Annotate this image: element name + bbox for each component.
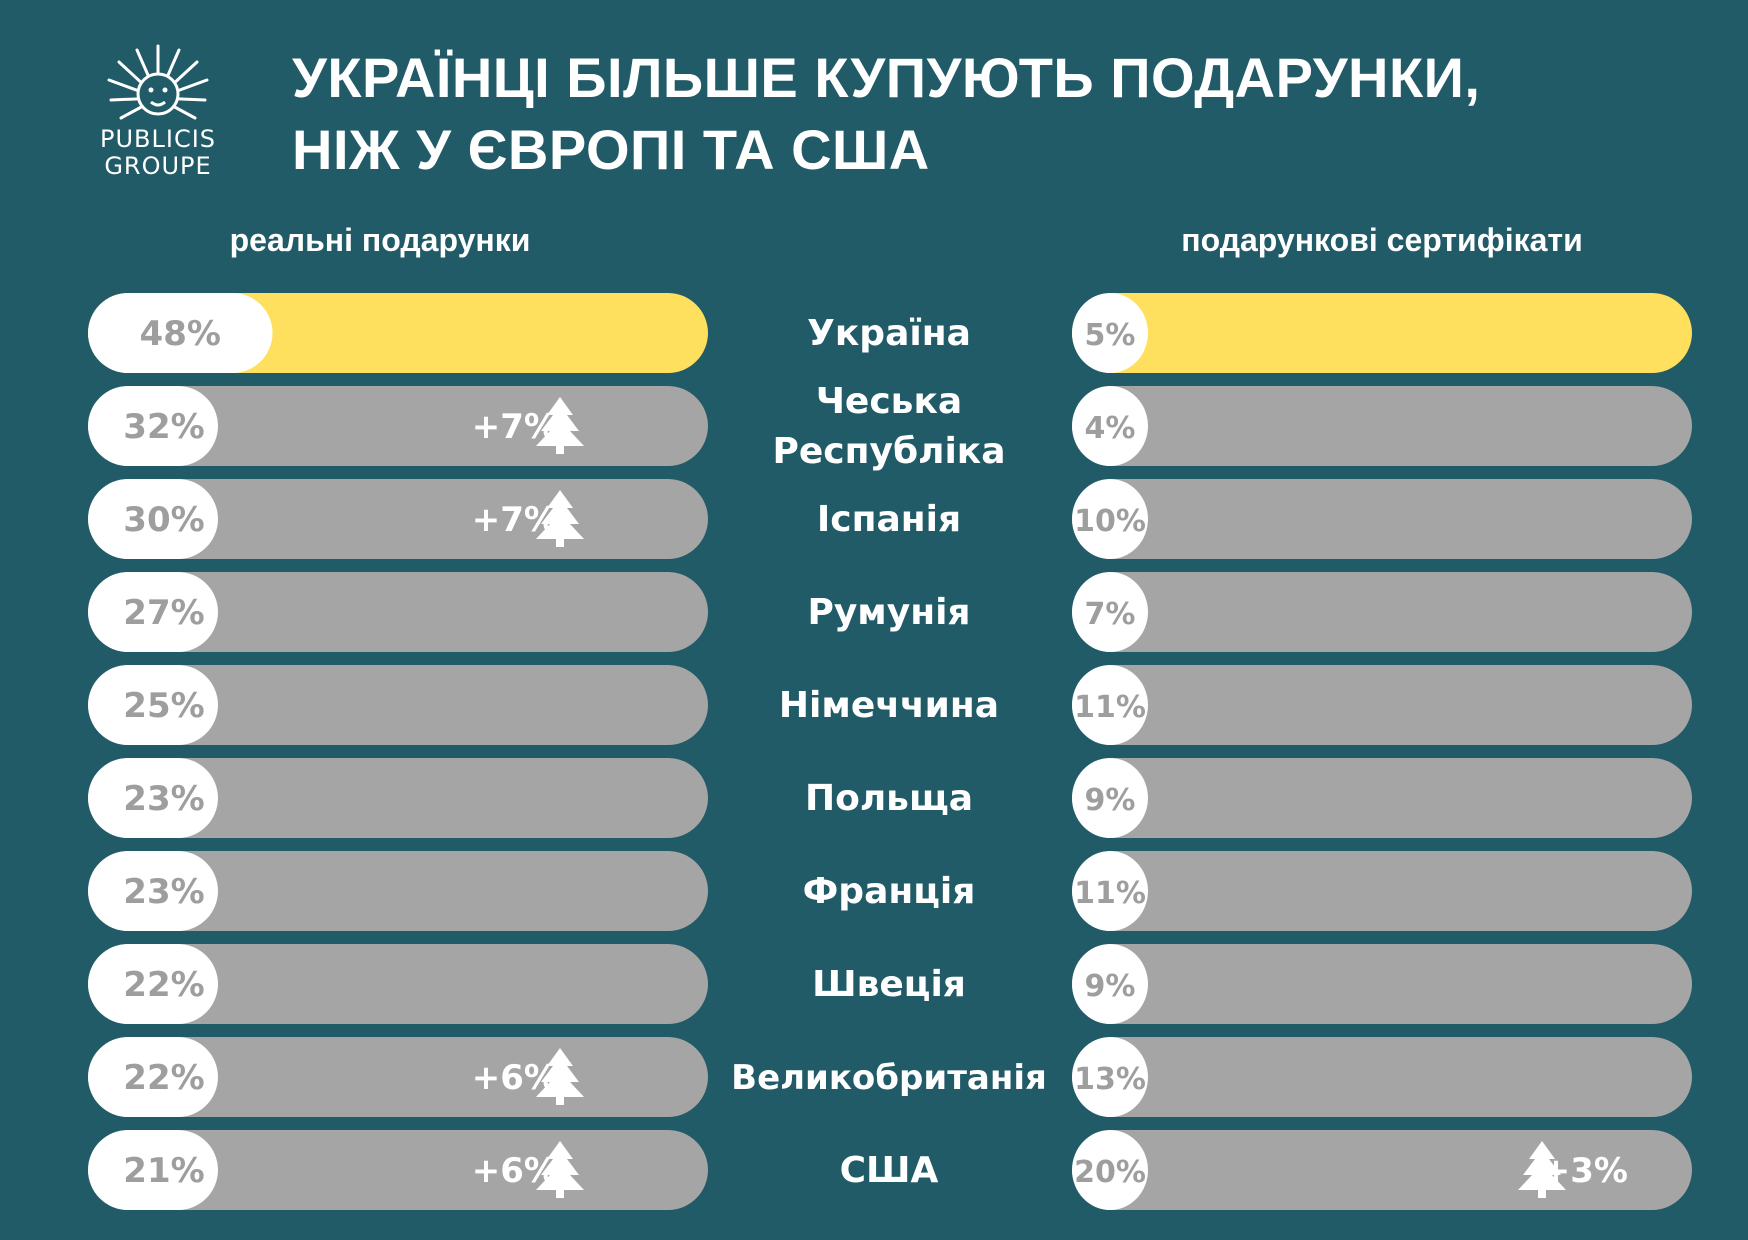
bar-fill-1-8 <box>1072 1037 1148 1117</box>
difference-label-0-9: +6% <box>472 1151 558 1191</box>
bar-fill-0-4 <box>88 665 218 745</box>
bar-fill-1-7 <box>1072 944 1148 1024</box>
value-label-0-1: 32% <box>123 407 204 447</box>
difference-label-0-8: +6% <box>472 1058 558 1098</box>
right-column-heading: подарункові сертифікати <box>1181 222 1583 258</box>
value-label-0-8: 22% <box>123 1058 204 1098</box>
value-label-0-0: 48% <box>140 314 221 354</box>
value-label-0-6: 23% <box>123 872 204 912</box>
bar-fill-0-1 <box>88 386 218 466</box>
value-label-0-3: 27% <box>123 593 204 633</box>
bar-fill-0-0 <box>88 293 273 373</box>
logo-text: PUBLICIS GROUPE <box>99 125 217 180</box>
country-label-2: Іспанія <box>817 499 961 540</box>
country-label-9: США <box>840 1150 939 1191</box>
bar-fill-1-3 <box>1072 572 1148 652</box>
bar-track-0-4 <box>88 665 708 745</box>
country-label-8: Великобританія <box>731 1058 1047 1098</box>
bar-fill-1-1 <box>1072 386 1148 466</box>
value-label-0-5: 23% <box>123 779 204 819</box>
bar-fill-1-9 <box>1072 1130 1148 1210</box>
bar-fill-1-2 <box>1072 479 1148 559</box>
value-label-1-3: 7% <box>1085 597 1136 632</box>
left-column-heading: реальні подарунки <box>229 222 531 258</box>
bar-track-1-6 <box>1072 851 1692 931</box>
bar-track-1-5 <box>1072 758 1692 838</box>
country-label-7: Швеція <box>812 964 966 1005</box>
bar-fill-1-6 <box>1072 851 1148 931</box>
tree-icon-0-9 <box>536 1141 584 1198</box>
bar-track-1-7 <box>1072 944 1692 1024</box>
value-label-1-0: 5% <box>1085 318 1136 353</box>
country-label-6: Франція <box>803 871 976 912</box>
publicis-logo: PUBLICIS GROUPE <box>84 38 232 184</box>
bar-fill-1-0 <box>1072 293 1148 373</box>
bar-track-1-2 <box>1072 479 1692 559</box>
country-label-1-0: Чеська <box>816 381 962 422</box>
value-label-1-5: 9% <box>1085 783 1136 818</box>
value-label-1-2: 10% <box>1074 504 1146 539</box>
page-title: УКРАЇНЦІ БІЛЬШЕ КУПУЮТЬ ПОДАРУНКИ, НІЖ У… <box>292 46 1481 181</box>
value-label-0-7: 22% <box>123 965 204 1005</box>
value-label-1-7: 9% <box>1085 969 1136 1004</box>
bar-track-0-6 <box>88 851 708 931</box>
tree-icon-0-1 <box>536 397 584 454</box>
bar-track-0-5 <box>88 758 708 838</box>
bar-fill-0-2 <box>88 479 218 559</box>
lion-icon <box>107 44 209 120</box>
tree-icon-0-8-shape <box>536 1048 584 1105</box>
bar-fill-0-5 <box>88 758 218 838</box>
bar-track-1-8 <box>1072 1037 1692 1117</box>
bar-fill-0-7 <box>88 944 218 1024</box>
tree-icon-0-8 <box>536 1048 584 1105</box>
country-label-5: Польща <box>805 778 973 819</box>
bar-fill-0-6 <box>88 851 218 931</box>
bar-fill-1-4 <box>1072 665 1148 745</box>
value-label-0-9: 21% <box>123 1151 204 1191</box>
bar-track-1-4 <box>1072 665 1692 745</box>
bar-fill-0-8 <box>88 1037 218 1117</box>
tree-icon-0-2 <box>536 490 584 547</box>
bar-fill-1-5 <box>1072 758 1148 838</box>
value-label-0-4: 25% <box>123 686 204 726</box>
tree-icon-0-9-shape <box>536 1141 584 1198</box>
country-label-3: Румунія <box>807 592 970 633</box>
bar-track-1-0 <box>1072 293 1692 373</box>
bar-track-0-7 <box>88 944 708 1024</box>
bar-fill-0-9 <box>88 1130 218 1210</box>
difference-label-0-2: +7% <box>472 500 558 540</box>
country-label-4: Німеччина <box>779 685 999 726</box>
bar-track-1-1 <box>1072 386 1692 466</box>
difference-label-0-1: +7% <box>472 407 558 447</box>
value-label-0-2: 30% <box>123 500 204 540</box>
bar-track-1-3 <box>1072 572 1692 652</box>
value-label-1-1: 4% <box>1085 411 1136 446</box>
bar-fill-0-3 <box>88 572 218 652</box>
tree-icon-0-1-shape <box>536 397 584 454</box>
tree-icon-0-2-shape <box>536 490 584 547</box>
bar-track-0-3 <box>88 572 708 652</box>
value-label-1-9: 20% <box>1074 1155 1146 1190</box>
difference-label-1-9: +3% <box>1542 1151 1628 1191</box>
tree-icon-1-9 <box>1518 1141 1566 1198</box>
value-label-1-8: 13% <box>1074 1062 1146 1097</box>
tree-icon-1-9-shape <box>1518 1141 1566 1198</box>
country-label-1-1: Республіка <box>772 431 1005 472</box>
value-label-1-4: 11% <box>1074 690 1146 725</box>
country-label-0: Україна <box>807 313 971 354</box>
value-label-1-6: 11% <box>1074 876 1146 911</box>
